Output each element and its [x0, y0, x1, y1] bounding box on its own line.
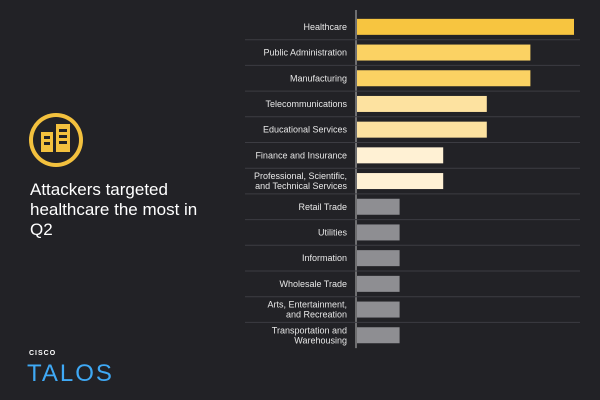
chart-title: Attackers targeted healthcare the most i… [30, 180, 198, 239]
bar [357, 95, 487, 112]
bar [357, 173, 444, 190]
category-label: Transportation and Warehousing [272, 325, 347, 345]
brand-company: CISCO [29, 350, 57, 357]
category-label: Educational Services [263, 125, 348, 135]
bar [357, 301, 400, 318]
category-label: Telecommunications [265, 99, 347, 109]
brand-product: TALOS [27, 360, 114, 387]
category-label: Healthcare [303, 22, 347, 32]
bar [357, 18, 574, 35]
bar [357, 147, 444, 164]
category-label: Retail Trade [298, 202, 347, 212]
category-label: Wholesale Trade [279, 279, 347, 289]
bar [357, 250, 400, 267]
category-label: Arts, Entertainment, and Recreation [267, 300, 347, 320]
bar [357, 198, 400, 215]
category-label: Professional, Scientific, and Technical S… [254, 171, 348, 191]
category-label: Public Administration [263, 48, 347, 58]
bar [357, 121, 487, 138]
industry-icon [29, 113, 83, 167]
category-label: Manufacturing [290, 73, 347, 83]
bar [357, 224, 400, 241]
bar [357, 44, 531, 61]
bar [357, 275, 400, 292]
category-label: Utilities [318, 227, 348, 237]
bar [357, 327, 400, 344]
category-label: Information [302, 253, 347, 263]
category-label: Finance and Insurance [255, 150, 347, 160]
bar [357, 70, 531, 87]
